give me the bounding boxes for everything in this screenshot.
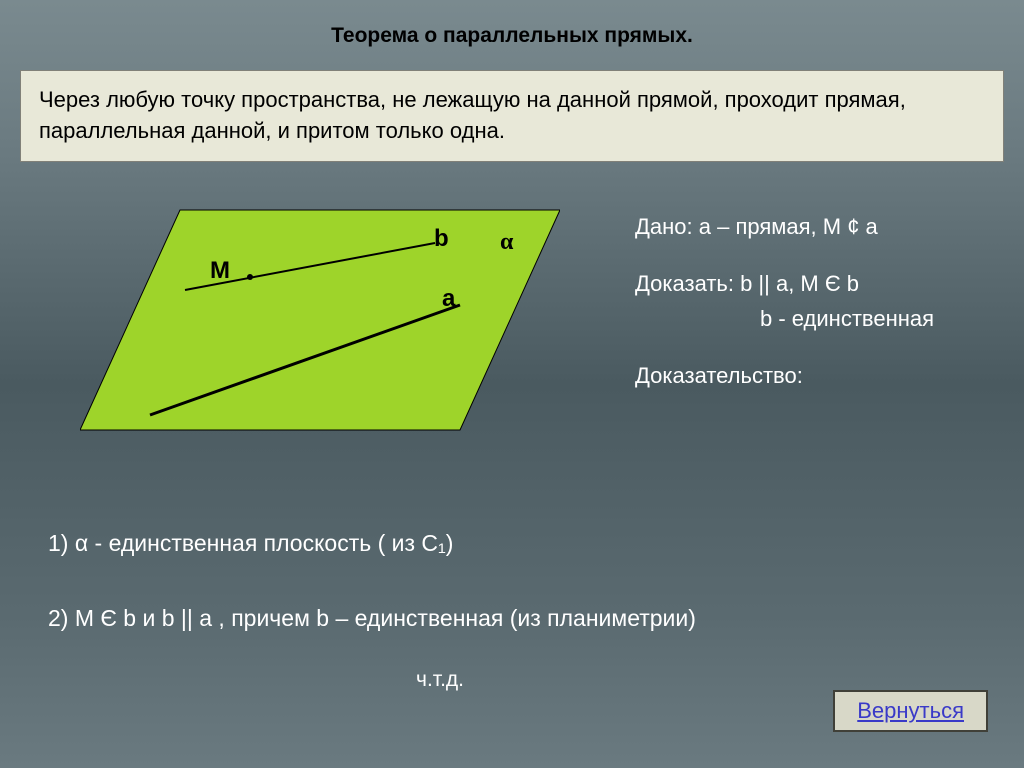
proof-heading: Доказательство:: [635, 359, 1015, 392]
label-alpha: α: [500, 229, 513, 256]
prove-sub-text: b - единственная: [760, 302, 1015, 335]
back-button[interactable]: Вернуться: [833, 690, 988, 732]
diagram-svg: [80, 195, 560, 435]
label-a: a: [442, 285, 455, 313]
qed-text: ч.т.д.: [416, 668, 464, 692]
geometry-diagram: M b α a: [80, 195, 560, 455]
plane-alpha: [80, 210, 560, 430]
point-m: [247, 274, 253, 280]
theorem-statement: Через любую точку пространства, не лежащ…: [20, 70, 1004, 162]
proof-step-1: 1) α - единственная плоскость ( из С₁): [48, 530, 453, 557]
given-text: Дано: а – прямая, M ¢ a: [635, 210, 1015, 243]
page-title: Теорема о параллельных прямых.: [0, 0, 1024, 48]
label-m: M: [210, 257, 230, 285]
prove-text: Доказать: b || a, M Є b: [635, 267, 1015, 300]
label-b: b: [434, 225, 449, 253]
given-prove-block: Дано: а – прямая, M ¢ a Доказать: b || a…: [635, 210, 1015, 416]
proof-step-2: 2) M Є b и b || a , причем b – единствен…: [48, 605, 696, 632]
